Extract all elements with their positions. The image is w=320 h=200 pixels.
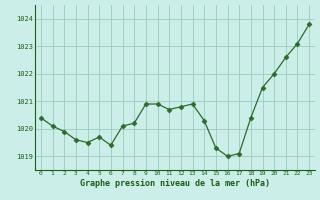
X-axis label: Graphe pression niveau de la mer (hPa): Graphe pression niveau de la mer (hPa) [80,179,270,188]
